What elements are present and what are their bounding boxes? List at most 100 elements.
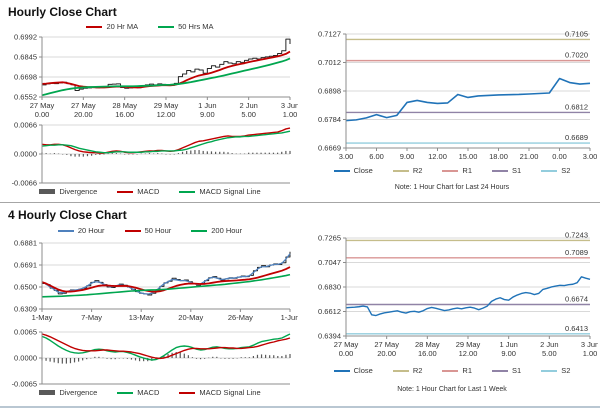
legend-item: 200 Hour — [191, 226, 242, 235]
legend-swatch — [333, 169, 350, 172]
y-tick-label: 0.7012 — [318, 58, 341, 67]
divergence-bar — [77, 358, 80, 362]
divergence-bar — [167, 354, 169, 358]
divergence-bar — [179, 352, 181, 358]
legend-item: 20 Hour — [57, 226, 105, 235]
50-hour-line — [41, 266, 291, 293]
divergence-bar — [148, 153, 151, 154]
y-tick-label: 0.6691 — [14, 261, 37, 270]
four-hourly-chart-title: 4 Hourly Close Chart — [8, 208, 127, 222]
divergence-bar — [66, 154, 68, 155]
x-tick-label: 20.00 — [377, 349, 396, 358]
y-tick-label: 0.7265 — [318, 234, 341, 243]
divergence-bar — [252, 356, 255, 358]
divergence-bar — [256, 152, 258, 154]
x-tick-label: 18.00 — [489, 152, 508, 161]
y-tick-label: -0.0066 — [12, 179, 37, 187]
divergence-bar — [118, 358, 120, 359]
x-tick-label: 28 May — [112, 101, 137, 110]
divergence-bar — [219, 151, 221, 154]
divergence-bar — [224, 358, 226, 359]
divergence-bar — [86, 358, 88, 360]
divergence-bar — [130, 358, 133, 360]
divergence-bar — [202, 150, 204, 154]
legend-item: Divergence — [39, 388, 97, 397]
y-tick-label: 0.0000 — [14, 354, 37, 363]
divergence-bar — [153, 153, 155, 155]
r2-label: 0.7243 — [565, 232, 588, 239]
divergence-bar — [119, 153, 122, 155]
legend-item: R2 — [392, 166, 423, 175]
divergence-bar — [252, 152, 254, 154]
divergence-bar — [277, 356, 279, 358]
legend-swatch — [392, 169, 409, 172]
x-tick-label: 1.00 — [283, 110, 298, 119]
divergence-bar — [239, 153, 241, 155]
legend-item: 50 Hour — [124, 226, 172, 235]
x-tick-label: 5.00 — [542, 349, 557, 358]
divergence-bar — [240, 357, 242, 358]
x-tick-label: 1-Jun — [281, 313, 298, 322]
legend-label: R2 — [412, 166, 423, 175]
divergence-bar — [62, 154, 64, 155]
divergence-bar — [181, 151, 184, 154]
divergence-bar — [128, 154, 130, 155]
legend-label: MACD Signal Line — [199, 388, 261, 397]
x-tick-label: 3.00 — [339, 152, 354, 161]
x-tick-label: 21.00 — [520, 152, 539, 161]
divergence-bar — [161, 153, 163, 155]
hourly-ma-legend: 20 Hr MA 50 Hrs MA — [2, 22, 298, 31]
divergence-bar — [103, 154, 105, 155]
legend-label: Divergence — [59, 187, 98, 196]
divergence-bar — [285, 150, 287, 154]
legend-label: S2 — [561, 166, 571, 175]
macd-signal-line-line — [41, 333, 291, 360]
divergence-bar — [110, 358, 112, 360]
y-tick-label: 0.7047 — [318, 258, 341, 267]
divergence-bar — [215, 151, 217, 154]
divergence-bar — [190, 150, 192, 154]
week-legend: Close R2 R1 S1 S2 — [306, 366, 598, 375]
divergence-bar — [90, 358, 92, 359]
x-tick-label: 2 Jun — [540, 340, 558, 349]
x-tick-label: 20.00 — [74, 110, 93, 119]
divergence-bar — [91, 154, 93, 156]
legend-label: 50 Hour — [144, 226, 172, 235]
divergence-bar — [155, 358, 157, 360]
legend-label: 50 Hrs MA — [178, 22, 214, 31]
x-tick-label: 1-May — [32, 313, 53, 322]
divergence-bar — [49, 153, 51, 155]
legend-label: R2 — [412, 366, 423, 375]
s1-label: 0.6674 — [565, 294, 588, 303]
divergence-bar — [53, 358, 55, 363]
divergence-bar — [157, 153, 159, 154]
legend-item: R2 — [392, 366, 423, 375]
legend-swatch — [541, 169, 558, 172]
divergence-bar — [73, 358, 76, 363]
middle-separator — [0, 202, 600, 203]
week-svg: 0.7265 0.7047 0.6830 0.6612 0.6394 0.7243 0.70… — [318, 230, 599, 358]
divergence-bar — [134, 358, 137, 361]
legend-label: S1 — [512, 166, 522, 175]
legend-swatch — [492, 369, 508, 372]
divergence-bar — [114, 358, 116, 360]
x-tick-label: 0.00 — [339, 349, 354, 358]
divergence-bar — [187, 355, 189, 358]
legend-label: S1 — [512, 366, 522, 375]
legend-item: MACD — [117, 388, 159, 397]
x-tick-label: 16.00 — [115, 110, 134, 119]
20-hour-line — [41, 253, 291, 295]
x-tick-label: 5.00 — [241, 110, 256, 119]
legend-item: Close — [333, 366, 373, 375]
divergence-bar — [220, 358, 222, 359]
divergence-bar — [210, 151, 213, 154]
x-tick-label: 2 Jun — [239, 101, 257, 110]
x-tick-label: 20-May — [178, 313, 203, 322]
y-tick-label: 0.6552 — [14, 93, 37, 102]
x-tick-label: 16.00 — [418, 349, 437, 358]
divergence-bar — [223, 151, 225, 154]
four-hourly-ma-legend: 20 Hour 50 Hour 200 Hour — [2, 226, 298, 235]
legend-item: MACD Signal Line — [179, 388, 261, 397]
x-tick-label: 1 Jun — [198, 101, 216, 110]
